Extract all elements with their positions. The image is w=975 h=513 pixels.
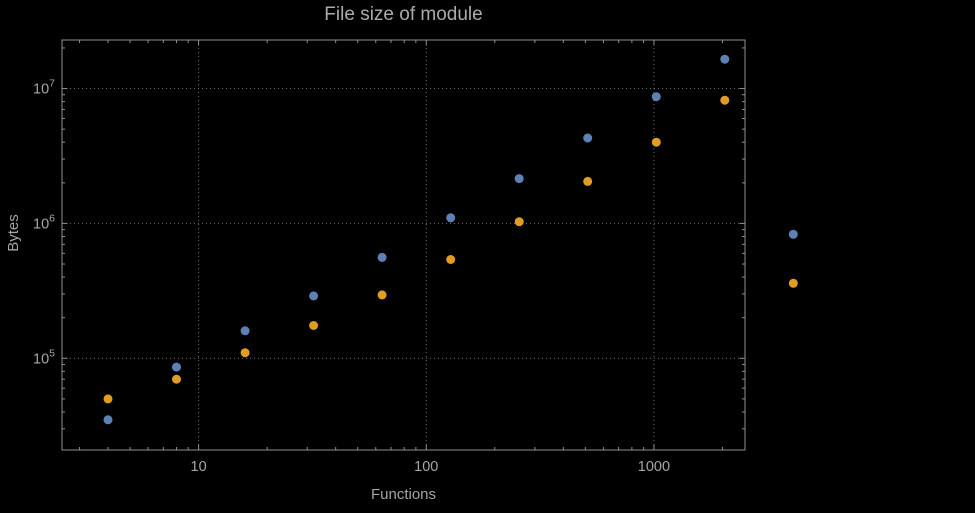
data-point-series-orange xyxy=(103,394,113,404)
data-point-series-blue xyxy=(651,92,661,102)
x-tick-label: 10 xyxy=(191,459,207,475)
y-tick-label: 106 xyxy=(33,212,55,232)
data-point-series-orange xyxy=(514,217,524,227)
plot-frame xyxy=(61,39,746,451)
data-point-series-orange xyxy=(172,374,181,384)
data-point-series-orange xyxy=(720,95,730,105)
data-point-series-blue xyxy=(172,362,181,372)
data-point-series-blue xyxy=(514,174,524,184)
data-point-series-blue xyxy=(583,133,593,143)
data-point-series-blue xyxy=(309,291,319,301)
y-tick-label: 105 xyxy=(33,347,55,367)
data-point-series-blue xyxy=(377,252,387,262)
y-axis-label: Bytes xyxy=(5,214,22,252)
data-point-series-orange xyxy=(446,255,456,264)
data-point-series-orange xyxy=(651,137,661,147)
x-axis-label: Functions xyxy=(370,486,437,503)
data-point-series-blue xyxy=(788,229,798,239)
data-point-series-orange xyxy=(240,348,250,358)
data-point-series-blue xyxy=(240,326,250,336)
x-tick-label: 1000 xyxy=(638,459,670,475)
data-point-series-blue xyxy=(446,213,456,223)
chart-title: File size of module xyxy=(324,4,483,25)
data-point-series-blue xyxy=(103,415,113,425)
data-point-series-orange xyxy=(583,176,593,186)
data-point-series-orange xyxy=(309,321,319,330)
y-tick-label: 107 xyxy=(33,78,55,98)
data-point-series-orange xyxy=(788,278,798,288)
data-point-series-orange xyxy=(377,290,387,300)
data-point-series-blue xyxy=(720,54,730,64)
x-tick-label: 100 xyxy=(414,459,438,475)
